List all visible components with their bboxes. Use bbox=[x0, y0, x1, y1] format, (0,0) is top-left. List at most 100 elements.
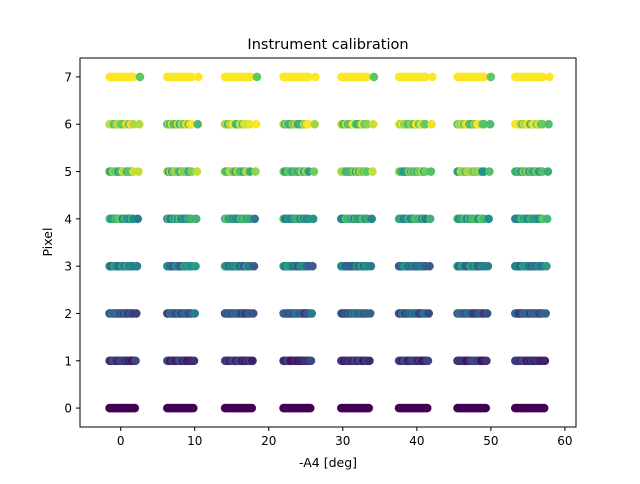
scatter-point bbox=[485, 167, 494, 176]
scatter-point bbox=[191, 214, 201, 224]
scatter-point bbox=[421, 119, 430, 129]
scatter-point bbox=[482, 309, 492, 318]
x-tick-label: 60 bbox=[557, 434, 572, 448]
scatter-point bbox=[484, 214, 493, 224]
scatter-point bbox=[485, 119, 495, 129]
scatter-point bbox=[245, 119, 255, 129]
scatter-point bbox=[542, 261, 551, 271]
y-tick-label: 3 bbox=[64, 260, 72, 274]
scatter-point bbox=[192, 167, 202, 176]
scatter-point bbox=[421, 72, 430, 82]
scatter-point bbox=[427, 119, 436, 129]
scatter-point bbox=[131, 356, 140, 366]
y-tick-label: 6 bbox=[64, 118, 72, 132]
x-tick-label: 20 bbox=[261, 434, 276, 448]
scatter-point bbox=[426, 167, 436, 176]
scatter-point bbox=[250, 214, 260, 224]
scatter-point bbox=[187, 72, 197, 82]
scatter-point bbox=[130, 403, 140, 413]
scatter-point bbox=[423, 356, 433, 366]
y-tick-label: 5 bbox=[64, 165, 72, 179]
chart-title: Instrument calibration bbox=[247, 37, 408, 53]
axes-frame bbox=[79, 57, 577, 428]
scatter-point bbox=[310, 119, 319, 129]
scatter-point bbox=[481, 403, 490, 413]
scatter-point bbox=[134, 119, 144, 129]
scatter-point bbox=[425, 214, 435, 224]
scatter-point bbox=[425, 261, 434, 271]
scatter-point bbox=[364, 403, 374, 413]
x-tick-label: 40 bbox=[409, 434, 424, 448]
scatter-point bbox=[129, 72, 138, 82]
scatter-point bbox=[538, 72, 547, 82]
scatter-point bbox=[245, 72, 255, 82]
scatter-point bbox=[368, 167, 377, 176]
scatter-point bbox=[479, 72, 489, 82]
scatter-point bbox=[483, 261, 493, 271]
ticks-layer: 0 10 20 30 40 50 60 0 1 2 3 4 5 6 7 bbox=[64, 70, 572, 448]
scatter-point bbox=[538, 119, 547, 129]
scatter-point bbox=[135, 72, 145, 82]
scatter-point bbox=[544, 119, 553, 129]
scatter-point bbox=[188, 403, 198, 413]
scatter-point bbox=[365, 356, 374, 366]
scatter-point bbox=[249, 261, 259, 271]
scatter-point bbox=[486, 72, 496, 82]
y-tick-label: 1 bbox=[64, 354, 72, 368]
scatter-point bbox=[422, 403, 432, 413]
scatter-point bbox=[542, 214, 552, 224]
scatter-point bbox=[132, 261, 142, 271]
scatter-point bbox=[540, 356, 550, 366]
y-tick-label: 7 bbox=[64, 70, 72, 84]
scatter-point bbox=[362, 119, 372, 129]
scatter-point bbox=[307, 309, 317, 318]
scatter-point bbox=[133, 214, 143, 224]
scatter-point bbox=[424, 309, 433, 318]
scatter-point bbox=[251, 119, 261, 129]
scatter-point bbox=[368, 119, 378, 129]
scatter-point bbox=[482, 356, 491, 366]
scatter-point bbox=[129, 119, 138, 129]
y-tick-label: 0 bbox=[64, 402, 72, 416]
scatter-point bbox=[251, 167, 260, 176]
scatter-point bbox=[252, 72, 262, 82]
points-layer bbox=[105, 72, 554, 413]
scatter-point bbox=[304, 72, 313, 82]
scatter-point bbox=[308, 214, 318, 224]
scatter-point bbox=[365, 309, 375, 318]
scatter-point bbox=[305, 403, 315, 413]
scatter-point bbox=[543, 167, 553, 176]
scatter-point bbox=[304, 119, 313, 129]
scatter-point bbox=[247, 403, 257, 413]
scatter-point bbox=[248, 309, 258, 318]
x-tick-label: 10 bbox=[187, 434, 202, 448]
scatter-point bbox=[428, 72, 437, 82]
scatter-point bbox=[369, 72, 379, 82]
scatter-point bbox=[306, 356, 316, 366]
scatter-point bbox=[479, 119, 489, 129]
y-tick-label: 4 bbox=[64, 212, 72, 226]
scatter-point bbox=[545, 72, 554, 82]
scatter-point bbox=[191, 261, 200, 271]
x-tick-label: 0 bbox=[117, 434, 125, 448]
scatter-point bbox=[187, 119, 197, 129]
scatter-point bbox=[311, 72, 320, 82]
scatter-point bbox=[367, 214, 376, 224]
scatter-point bbox=[248, 356, 257, 366]
scatter-point bbox=[189, 356, 199, 366]
scatter-point bbox=[131, 309, 141, 318]
y-axis-label: Pixel bbox=[40, 228, 55, 257]
scatter-point bbox=[134, 167, 143, 176]
scatter-point bbox=[541, 309, 550, 318]
scatter-point bbox=[366, 261, 376, 271]
scatter-point bbox=[190, 309, 200, 318]
scatter-point bbox=[308, 261, 317, 271]
scatter-point bbox=[362, 72, 372, 82]
y-tick-label: 2 bbox=[64, 307, 72, 321]
scatter-point bbox=[194, 72, 203, 82]
scatter-point bbox=[193, 119, 203, 129]
x-axis-label: -A4 [deg] bbox=[299, 455, 357, 470]
x-tick-label: 50 bbox=[483, 434, 498, 448]
